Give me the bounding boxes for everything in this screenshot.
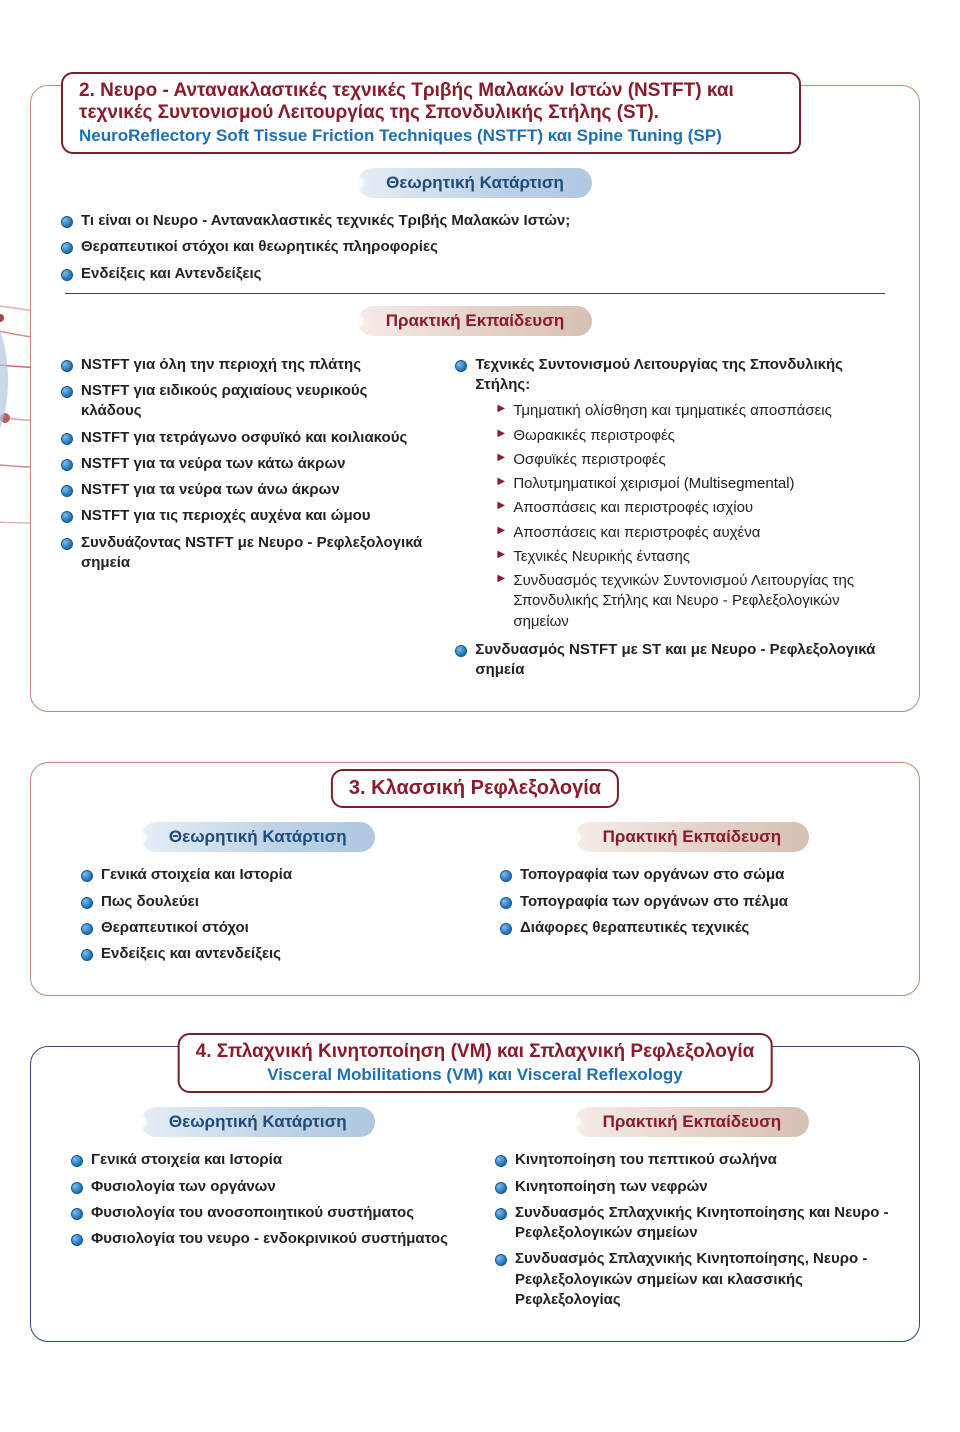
list-item: Γενικά στοιχεία και Ιστορία <box>71 1147 465 1173</box>
section-2-title: 2. Νευρο - Αντανακλαστικές τεχνικές Τριβ… <box>79 80 734 123</box>
practice-pill: Πρακτική Εκπαίδευση <box>575 1107 809 1137</box>
section-2-practice-left: NSTFT για όλη την περιοχή της πλάτης NST… <box>61 352 425 576</box>
list-item: Συνδυασμός Σπλαχνικής Κινητοποίησης, Νευ… <box>495 1246 889 1313</box>
list-item: Θεραπευτικοί στόχοι <box>81 915 470 941</box>
section-2-title-box: 2. Νευρο - Αντανακλαστικές τεχνικές Τριβ… <box>61 72 801 154</box>
list-item: Γενικά στοιχεία και Ιστορία <box>81 862 470 888</box>
section-4-subtitle: Visceral Mobilitations (VM) και Visceral… <box>196 1065 755 1085</box>
list-item: Τεχνικές Νευρικής έντασης <box>497 545 889 569</box>
theory-pill: Θεωρητική Κατάρτιση <box>141 1107 375 1137</box>
section-4-card: 4. Σπλαχνική Κινητοποίηση (VM) και Σπλαχ… <box>30 1046 920 1342</box>
section-4-practice-list: Κινητοποίηση του πεπτικού σωλήνα Κινητοπ… <box>495 1147 889 1313</box>
section-2-practice-right: Τεχνικές Συντονισμού Λειτουργίας της Σπο… <box>455 352 889 684</box>
list-item: Οσφυϊκές περιστροφές <box>497 448 889 472</box>
list-item: Πολυτμηματικοί χειρισμοί (Multisegmental… <box>497 472 889 496</box>
list-item: Τι είναι οι Νευρο - Αντανακλαστικές τεχν… <box>61 208 889 234</box>
list-item: Αποσπάσεις και περιστροφές αυχένα <box>497 521 889 545</box>
list-item: NSTFT για τετράγωνο οσφυϊκό και κοιλιακο… <box>61 425 425 451</box>
list-item: Τοπογραφία των οργάνων στο σώμα <box>500 862 889 888</box>
list-item: NSTFT για ειδικούς ραχιαίους νευρικούς κ… <box>61 378 425 425</box>
list-item: Πως δουλεύει <box>81 889 470 915</box>
list-item: NSTFT για όλη την περιοχή της πλάτης <box>61 352 425 378</box>
theory-pill: Θεωρητική Κατάρτιση <box>141 822 375 852</box>
section-2-card: 2. Νευρο - Αντανακλαστικές τεχνικές Τριβ… <box>30 85 920 712</box>
theory-pill: Θεωρητική Κατάρτιση <box>358 168 592 198</box>
subhead: Τεχνικές Συντονισμού Λειτουργίας της Σπο… <box>475 355 889 396</box>
practice-pill: Πρακτική Εκπαίδευση <box>358 306 592 336</box>
list-item: Θεραπευτικοί στόχοι και θεωρητικές πληρο… <box>61 234 889 260</box>
list-item: Φυσιολογία των οργάνων <box>71 1174 465 1200</box>
list-item: Φυσιολογία του ανοσοποιητικού συστήματος <box>71 1200 465 1226</box>
section-4-title: 4. Σπλαχνική Κινητοποίηση (VM) και Σπλαχ… <box>196 1041 755 1063</box>
list-item: Τεχνικές Συντονισμού Λειτουργίας της Σπο… <box>455 352 889 637</box>
list-item: Συνδυασμός NSTFT με ST και με Νευρο - Ρε… <box>455 637 889 684</box>
divider <box>65 293 885 294</box>
list-item: Τοπογραφία των οργάνων στο πέλμα <box>500 889 889 915</box>
list-item: Αποσπάσεις και περιστροφές ισχίου <box>497 496 889 520</box>
section-3-card: 3. Κλασσική Ρεφλεξολογία Θεωρητική Κατάρ… <box>30 762 920 996</box>
sub-list: Τμηματική ολίσθηση και τμηματικές αποσπά… <box>497 399 889 634</box>
list-item: NSTFT για τις περιοχές αυχένα και ώμου <box>61 503 425 529</box>
list-item: Ενδείξεις και Αντενδείξεις <box>61 261 889 287</box>
section-3-practice-list: Τοπογραφία των οργάνων στο σώμα Τοπογραφ… <box>500 862 889 941</box>
section-2-theory-list: Τι είναι οι Νευρο - Αντανακλαστικές τεχν… <box>61 208 889 287</box>
practice-pill: Πρακτική Εκπαίδευση <box>575 822 809 852</box>
list-item: NSTFT για τα νεύρα των κάτω άκρων <box>61 451 425 477</box>
list-item: Συνδυασμός τεχνικών Συντονισμού Λειτουργ… <box>497 569 889 634</box>
list-item: Φυσιολογία του νευρο - ενδοκρινικού συστ… <box>71 1226 465 1252</box>
section-3-title-box: 3. Κλασσική Ρεφλεξολογία <box>331 769 619 808</box>
section-4-theory-list: Γενικά στοιχεία και Ιστορία Φυσιολογία τ… <box>71 1147 465 1252</box>
list-item: Συνδυασμός Σπλαχνικής Κινητοποίησης και … <box>495 1200 889 1247</box>
section-2-subtitle: NeuroReflectory Soft Tissue Friction Tec… <box>79 126 783 146</box>
section-3-theory-list: Γενικά στοιχεία και Ιστορία Πως δουλεύει… <box>81 862 470 967</box>
section-4-title-box: 4. Σπλαχνική Κινητοποίηση (VM) και Σπλαχ… <box>178 1033 773 1093</box>
list-item: Κινητοποίηση του πεπτικού σωλήνα <box>495 1147 889 1173</box>
list-item: Κινητοποίηση των νεφρών <box>495 1174 889 1200</box>
list-item: NSTFT για τα νεύρα των άνω άκρων <box>61 477 425 503</box>
list-item: Θωρακικές περιστροφές <box>497 424 889 448</box>
list-item: Ενδείξεις και αντενδείξεις <box>81 941 470 967</box>
list-item: Τμηματική ολίσθηση και τμηματικές αποσπά… <box>497 399 889 423</box>
list-item: Συνδυάζοντας NSTFT με Νευρο - Ρεφλεξολογ… <box>61 530 425 577</box>
list-item: Διάφορες θεραπευτικές τεχνικές <box>500 915 889 941</box>
section-3-title: 3. Κλασσική Ρεφλεξολογία <box>349 777 601 799</box>
